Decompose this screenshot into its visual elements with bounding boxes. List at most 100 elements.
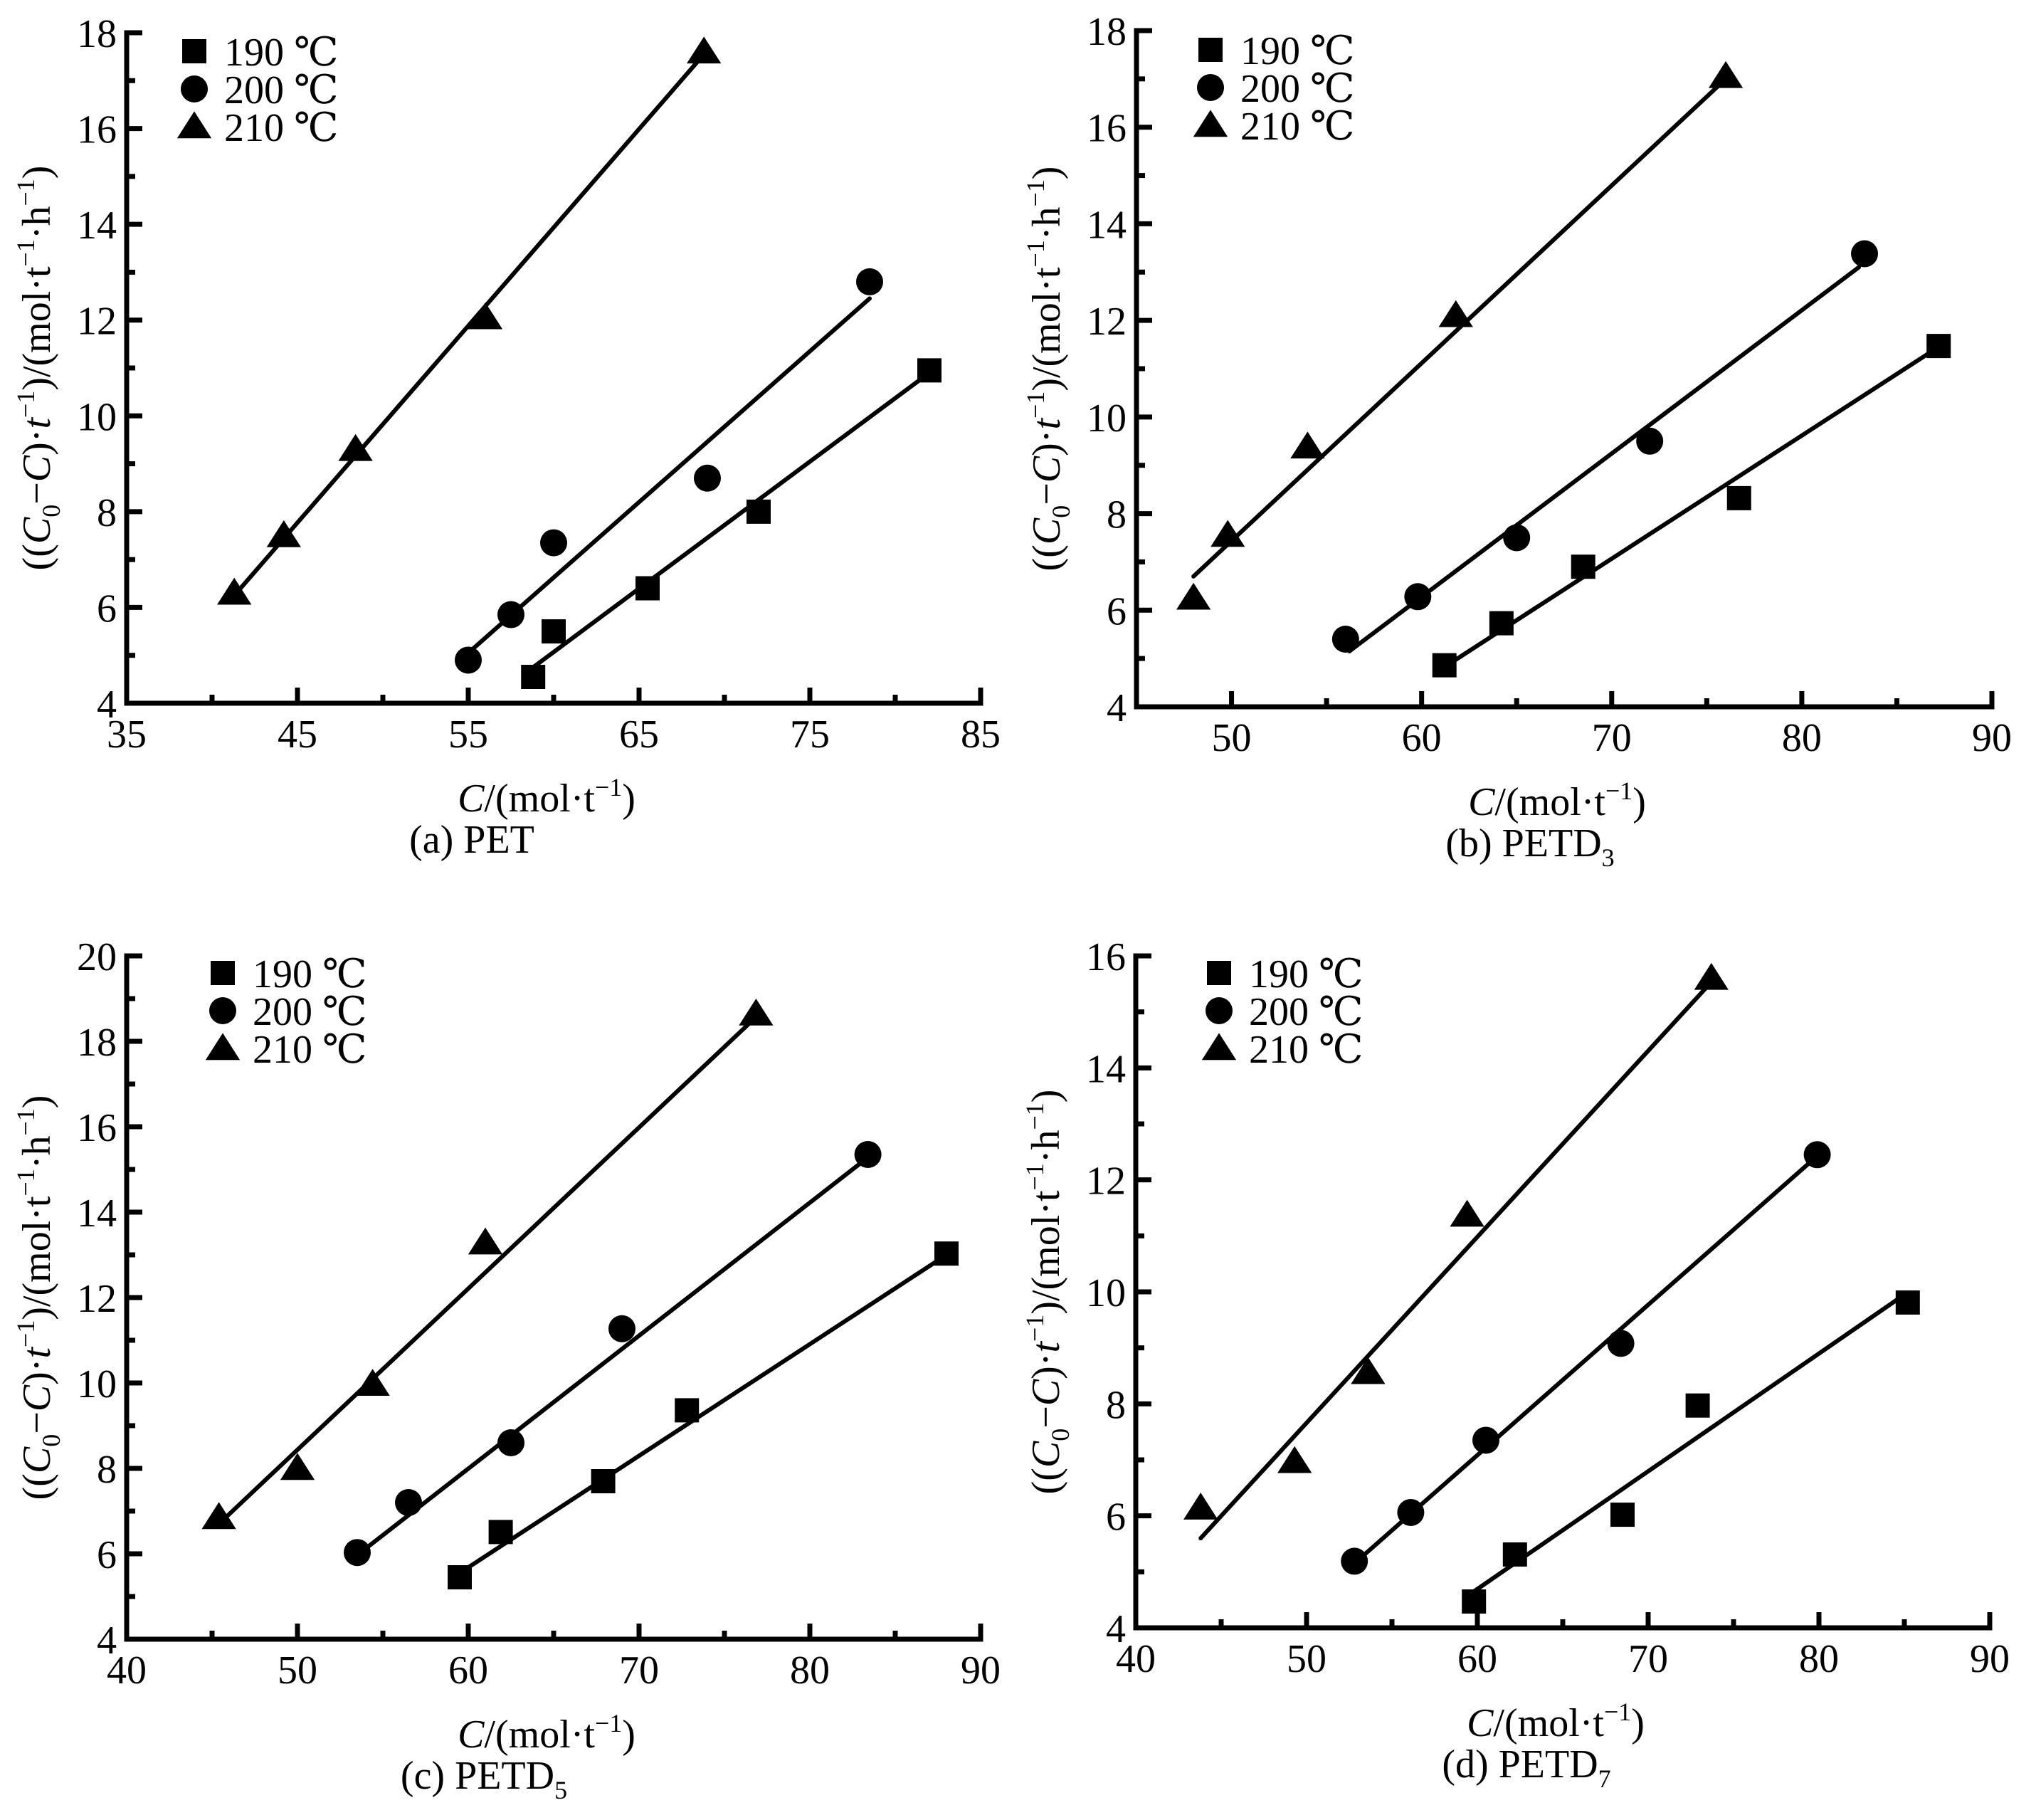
data-point-circle [1607,1330,1635,1357]
data-point-square [675,1398,700,1423]
data-point-triangle [280,1453,315,1480]
data-point-square [448,1565,472,1589]
data-point-circle [1397,1498,1425,1526]
x-tick-label: 80 [1782,716,1822,760]
data-point-triangle [468,302,503,330]
fit-line-triangle [216,1016,758,1526]
fit-line-square [1447,347,1937,666]
data-point-circle [1472,1426,1499,1454]
data-point-square [1571,554,1595,579]
y-tick-label: 14 [1087,203,1127,247]
data-point-square [747,499,771,524]
x-axis-title: C/(mol·t−1) [1468,777,1646,824]
legend-marker-triangle [205,1033,241,1061]
legend-label: 190 ℃ [253,952,367,996]
data-point-square [591,1469,616,1493]
legend-marker-triangle [1201,1033,1237,1061]
series-circle [455,268,883,674]
y-tick-label: 14 [77,204,117,248]
data-point-square [1895,1290,1920,1315]
legend-marker-circle [209,997,236,1024]
series-square [1432,334,1951,678]
fit-line-triangle [232,52,707,598]
data-point-circle [497,1429,524,1456]
data-point-triangle [1694,962,1729,990]
series-square [521,358,941,689]
data-point-square [488,1520,513,1545]
y-tick-label: 20 [77,935,117,979]
fit-line-circle [357,1157,869,1556]
data-point-circle [1851,240,1879,268]
legend-label: 200 ℃ [1240,67,1355,111]
x-tick-label: 55 [448,712,488,757]
y-tick-label: 16 [77,1106,117,1150]
data-point-square [1726,485,1751,510]
y-tick-label: 12 [1087,300,1127,344]
legend-marker-circle [1197,74,1224,101]
data-point-circle [1636,427,1664,455]
data-point-triangle [1450,1199,1484,1227]
data-point-square [542,619,566,644]
y-tick-label: 18 [77,1021,117,1065]
fit-line-triangle [1191,76,1729,579]
y-tick-label: 18 [1087,10,1127,54]
fit-line-square [1472,1292,1906,1594]
y-tick-label: 12 [77,1277,117,1321]
panel-caption: (c) PETD5 [401,1754,567,1804]
fit-line-triangle [1198,982,1712,1541]
data-point-circle [455,646,482,674]
y-axis-title: ((C0−C)·t−1)/(mol·t−1·h−1) [11,1095,65,1500]
y-tick-label: 10 [1086,1271,1126,1315]
y-tick-label: 16 [1087,107,1127,151]
y-tick-label: 10 [77,395,117,439]
y-tick-label: 6 [1107,589,1127,633]
data-point-triangle [1351,1357,1386,1384]
panel-a: 35 45 55 65 75 85 4 6 8 10 12 14 16 18 C/(mol·t−1) ((C0… [11,12,1001,862]
x-tick-label: 60 [448,1648,488,1693]
data-point-triangle [1438,300,1473,327]
y-tick-label: 12 [1086,1159,1126,1204]
series-triangle [1183,962,1729,1541]
y-tick-label: 8 [97,491,117,535]
data-point-circle [854,1141,882,1168]
data-point-square [1432,653,1457,678]
x-axis-title: C/(mol·t−1) [458,773,635,821]
data-point-circle [344,1539,371,1567]
legend-marker-triangle [1193,110,1228,137]
legend-marker-circle [181,75,208,102]
data-point-square [1462,1589,1487,1614]
data-point-square [934,1241,959,1266]
y-tick-label: 8 [1106,1383,1126,1427]
data-point-square [635,576,660,601]
legend-marker-square [1198,38,1223,62]
y-tick-label: 6 [1106,1495,1126,1540]
x-tick-label: 35 [107,712,147,757]
x-tick-label: 75 [790,712,830,757]
y-tick-label: 10 [77,1362,117,1406]
legend-marker-circle [1206,997,1233,1024]
data-point-triangle [468,1227,503,1255]
data-point-triangle [201,1502,236,1530]
legend-marker-square [182,39,206,63]
x-tick-label: 70 [1592,716,1632,760]
y-tick-label: 4 [1106,1607,1126,1651]
panel-caption: (b) PETD3 [1445,821,1614,872]
y-axis-title: ((C0−C)·t−1)/(mol·t−1·h−1) [1021,167,1075,572]
legend-label: 200 ℃ [1249,990,1364,1034]
y-tick-label: 8 [1107,493,1127,537]
panel-d: 40 50 60 70 80 90 4 6 8 10 12 14 16 C/(mol·t−1) ((C0−C… [1020,935,2010,1793]
x-tick-label: 70 [619,1648,659,1693]
legend-marker-square [211,961,235,985]
data-point-circle [856,268,883,295]
data-point-triangle [355,1369,390,1396]
data-point-square [521,664,546,689]
data-point-circle [540,529,567,557]
data-point-triangle [1210,520,1245,547]
data-point-triangle [1176,582,1211,610]
data-point-triangle [687,36,722,64]
fit-line-square [531,370,932,670]
legend-label: 190 ℃ [1240,29,1355,73]
panel-b: 50 60 70 80 90 4 6 8 10 12 14 16 18 C/(mol·t−1) ((C0−C… [1021,10,2012,872]
